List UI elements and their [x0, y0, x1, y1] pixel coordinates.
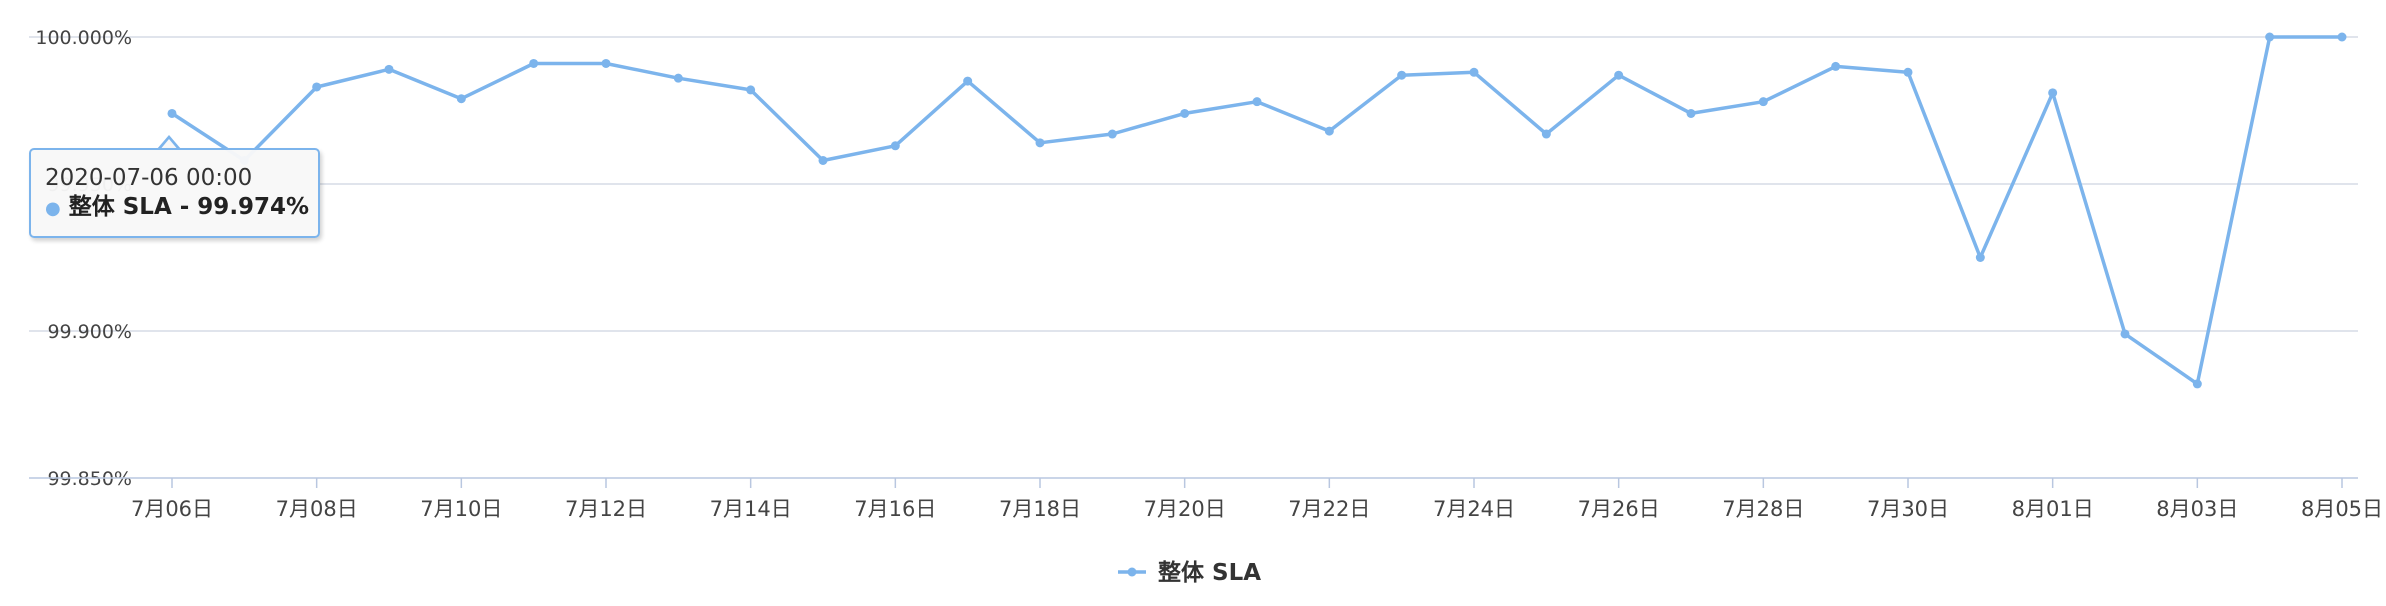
x-tick-label: 7月30日 — [1867, 497, 1949, 521]
data-point[interactable] — [529, 58, 539, 68]
y-tick-label: 99.900% — [47, 321, 132, 343]
y-tick-label: 100.000% — [35, 27, 132, 49]
y-axis-tick-labels: 99.850%99.900%99.950%100.000% — [35, 27, 132, 490]
x-tick-label: 7月16日 — [854, 497, 936, 521]
data-point[interactable] — [2048, 88, 2058, 98]
data-point[interactable] — [1831, 61, 1841, 71]
tooltip: 2020-07-06 00:00 ● 整体 SLA - 99.974% — [29, 148, 320, 238]
y-tick-label: 99.850% — [47, 468, 132, 490]
x-tick-label: 7月22日 — [1288, 497, 1370, 521]
legend-point-marker — [1127, 567, 1137, 577]
data-point[interactable] — [1758, 97, 1768, 107]
data-point[interactable] — [167, 108, 177, 118]
data-point[interactable] — [601, 58, 611, 68]
data-point[interactable] — [2337, 32, 2347, 42]
x-tick-label: 7月08日 — [276, 497, 358, 521]
data-point[interactable] — [456, 94, 466, 104]
x-tick-label: 7月26日 — [1578, 497, 1660, 521]
data-point[interactable] — [2120, 329, 2130, 339]
data-point[interactable] — [312, 82, 322, 92]
data-point[interactable] — [1035, 138, 1045, 148]
series-line[interactable] — [171, 35, 2342, 386]
x-tick-label: 7月18日 — [999, 497, 1081, 521]
data-point[interactable] — [1107, 129, 1117, 139]
x-tick-label: 7月14日 — [710, 497, 792, 521]
x-tick-label: 7月10日 — [420, 497, 502, 521]
x-tick-label: 7月12日 — [565, 497, 647, 521]
data-point[interactable] — [746, 85, 756, 95]
data-point[interactable] — [1975, 253, 1985, 262]
tooltip-series-dot: ● — [45, 198, 61, 219]
legend-label: 整体 SLA — [1158, 559, 1261, 586]
data-point[interactable] — [890, 141, 900, 151]
tooltip-date: 2020-07-06 00:00 — [45, 165, 253, 191]
data-point[interactable] — [1614, 70, 1624, 80]
data-point[interactable] — [1397, 70, 1407, 80]
x-tick-label: 8月01日 — [2012, 497, 2094, 521]
data-point[interactable] — [673, 73, 683, 83]
data-point[interactable] — [2265, 32, 2275, 42]
x-tick-label: 8月05日 — [2301, 497, 2383, 521]
data-point[interactable] — [1180, 108, 1190, 118]
data-point[interactable] — [1324, 126, 1334, 136]
legend[interactable]: 整体 SLA — [1118, 559, 1261, 586]
x-axis — [29, 477, 2358, 488]
data-point[interactable] — [963, 76, 973, 86]
x-tick-label: 7月06日 — [131, 497, 213, 521]
x-tick-label: 8月03日 — [2156, 497, 2238, 521]
data-point[interactable] — [1541, 129, 1551, 139]
data-point[interactable] — [1469, 67, 1479, 77]
data-point[interactable] — [1903, 67, 1913, 77]
data-point[interactable] — [384, 64, 394, 74]
x-axis-tick-labels: 7月06日 7月08日 7月10日 7月12日 7月14日 7月16日 7月18日 7月20日… — [131, 497, 2383, 521]
x-tick-label: 7月20日 — [1144, 497, 1226, 521]
tooltip-series-row: ● 整体 SLA - 99.974% — [45, 192, 318, 224]
data-point[interactable] — [2192, 379, 2202, 389]
tooltip-value: 整体 SLA - 99.974% — [68, 194, 310, 220]
x-tick-label: 7月28日 — [1722, 497, 1804, 521]
grid-lines — [29, 36, 2358, 332]
data-point[interactable] — [1252, 97, 1262, 107]
data-point[interactable] — [1686, 108, 1696, 118]
x-tick-label: 7月24日 — [1433, 497, 1515, 521]
data-point[interactable] — [818, 155, 828, 165]
series-sla[interactable] — [167, 32, 2347, 389]
